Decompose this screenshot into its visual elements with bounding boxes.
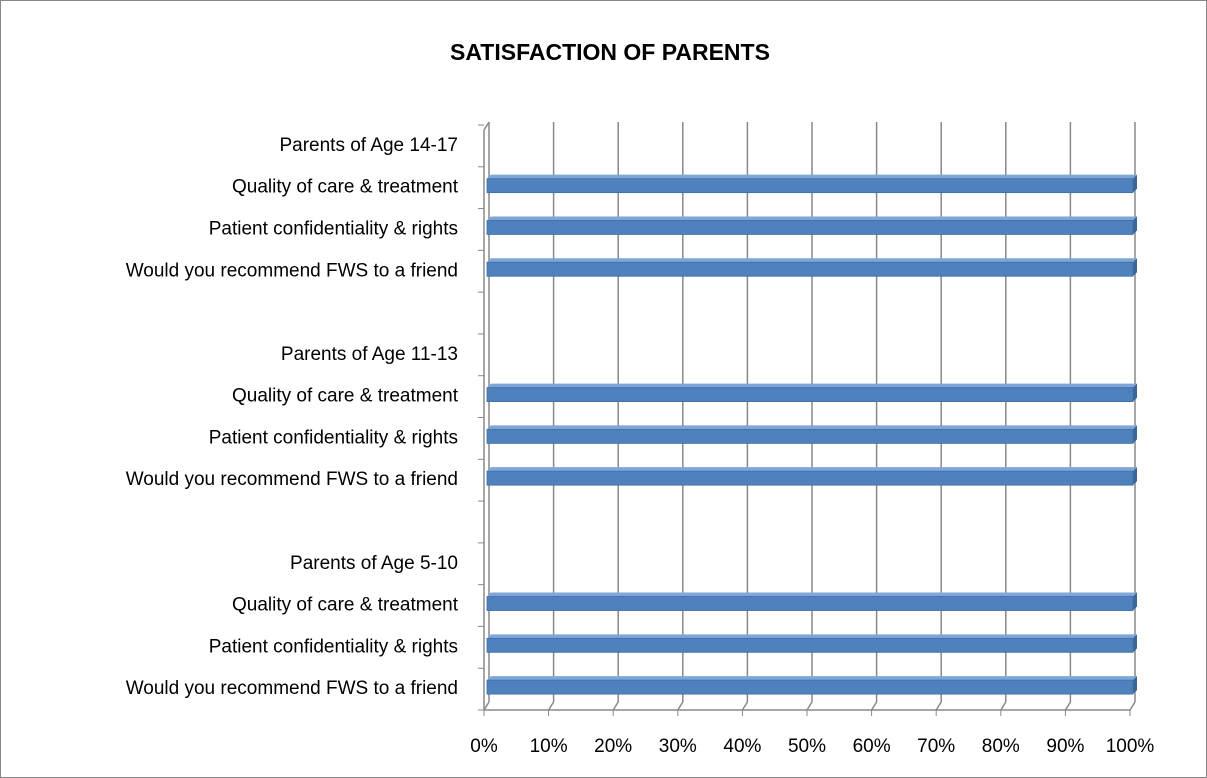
x-tick-label: 20% [594,736,632,757]
bar-front [486,679,1134,695]
y-tick-label: Parents of Age 14-17 [279,135,458,156]
x-tick-label: 10% [530,736,568,757]
x-tick-label: 90% [1046,736,1084,757]
grid-line-floor [612,701,619,711]
bar-front [486,428,1134,444]
y-tick-label: Would you recommend FWS to a friend [126,678,458,699]
bar-front [486,387,1134,403]
bar [486,634,1137,653]
bar-top [487,634,1137,639]
bar-side [1133,592,1137,611]
bar-front [486,261,1134,277]
y-tick-label: Quality of care & treatment [232,386,459,407]
x-tick-label: 60% [853,736,891,757]
bar [486,467,1137,486]
x-tick-label: 100% [1106,736,1155,757]
y-tick-label: Would you recommend FWS to a friend [126,260,458,281]
bar [486,425,1137,444]
y-tick-label: Patient confidentiality & rights [209,218,458,239]
grid-line-floor [741,701,749,711]
bar-top [487,425,1137,430]
bar [486,174,1137,194]
bar-front [486,220,1134,235]
bar-side [1133,174,1137,193]
bar-top [487,216,1137,221]
y-tick-label: Patient confidentiality & rights [209,427,458,448]
grid-line-floor [547,701,555,711]
bar-top [487,676,1137,681]
y-tick-label: Quality of care & treatment [232,177,459,198]
bar-top [487,258,1137,263]
bar-top [487,467,1137,472]
bar-side [1133,676,1137,695]
grid-line-floor [806,701,813,711]
bar [486,216,1137,235]
bar-side [1133,258,1137,277]
x-tick-label: 40% [723,736,761,757]
bar-side [1133,425,1137,444]
x-tick-label: 80% [982,736,1020,757]
grid-line-floor [935,701,942,711]
bar-front [486,178,1134,194]
y-tick-label: Quality of care & treatment [232,595,459,616]
y-tick-label: Patient confidentiality & rights [209,636,458,657]
x-tick-label: 30% [659,736,697,757]
bar-front [486,637,1134,653]
x-tick-label: 0% [470,736,498,757]
x-tick-label: 70% [917,736,955,757]
x-tick-label: 50% [788,736,826,757]
bar-side [1133,216,1137,235]
grid-line-floor [1129,701,1136,711]
grid-line-floor [1064,701,1072,711]
bar-side [1133,383,1137,402]
bar-side [1133,634,1137,653]
y-tick-label: Parents of Age 11-13 [281,344,458,365]
bar-top [487,174,1137,179]
axis-wall [483,121,490,131]
bar-front [486,596,1134,611]
grid-line-floor [677,701,684,711]
y-tick-label: Parents of Age 5-10 [290,553,458,574]
y-tick-label: Would you recommend FWS to a friend [126,469,458,490]
chart-title: SATISFACTION OF PARENTS [450,39,770,65]
grid-line-floor [483,701,490,711]
bar [486,383,1137,403]
grid-line-floor [1000,701,1007,711]
bar-side [1133,467,1137,486]
bar [486,592,1137,611]
bar [486,258,1137,277]
bar-top [487,383,1137,388]
bar-front [486,470,1134,486]
bar-top [487,592,1137,597]
bar [486,676,1137,695]
grid-line-floor [870,701,878,711]
